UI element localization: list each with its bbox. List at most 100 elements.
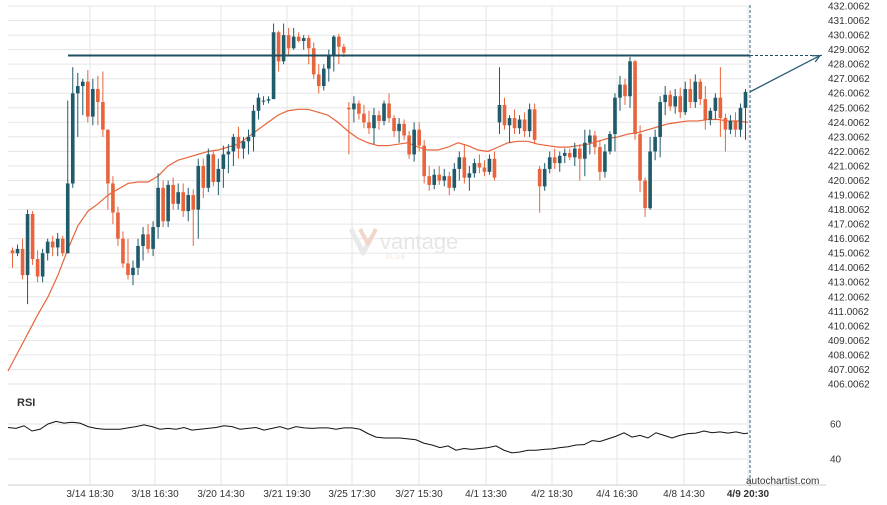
candle: [357, 100, 361, 120]
candle: [492, 151, 497, 181]
date-tick-label: 4/4 16:30: [596, 489, 638, 500]
price-tick-label: 416.0062: [828, 234, 870, 245]
candle-body: [231, 136, 236, 152]
candle: [472, 158, 477, 178]
price-tick-label: 428.0062: [828, 60, 870, 71]
candle: [146, 224, 150, 254]
candle: [537, 166, 542, 213]
candle: [738, 103, 743, 137]
date-tick-label: 4/2 18:30: [531, 489, 573, 500]
candle: [437, 166, 442, 185]
candle: [377, 110, 381, 130]
candle: [452, 163, 457, 191]
candle-body: [497, 104, 502, 123]
candle-body: [332, 36, 336, 56]
candle: [156, 173, 160, 239]
candle: [628, 56, 632, 108]
resistance-level: [68, 5, 822, 486]
candle-body: [658, 102, 662, 137]
rsi-line: [7, 420, 749, 454]
candle: [618, 75, 622, 111]
candle-body: [552, 157, 557, 164]
candle: [532, 103, 537, 145]
candle-body: [151, 227, 155, 249]
candle: [678, 87, 683, 119]
candle: [397, 118, 401, 143]
candle-body: [251, 110, 256, 137]
candle-body: [502, 104, 507, 126]
candle-body: [718, 97, 723, 119]
candle-body: [673, 96, 678, 107]
date-tick-label: 3/18 16:30: [131, 489, 179, 500]
candle-body: [367, 122, 371, 129]
moving-average: [7, 108, 749, 372]
candle-body: [96, 88, 100, 103]
candle-body: [397, 123, 401, 132]
date-tick-label: 3/27 15:30: [395, 489, 443, 500]
candle-body: [261, 100, 266, 102]
date-tick-label: 4/8 14:30: [663, 489, 705, 500]
candle-body: [241, 141, 246, 149]
candle-body: [462, 157, 467, 178]
price-tick-label: 431.0062: [828, 16, 870, 27]
candle-body: [733, 120, 738, 130]
candle: [70, 67, 75, 188]
candle-body: [201, 166, 206, 188]
candle-body: [542, 168, 547, 187]
price-tick-label: 421.0062: [828, 161, 870, 172]
candle-body: [522, 119, 527, 132]
candle: [126, 238, 130, 280]
candle-body: [698, 81, 703, 100]
candle: [141, 227, 145, 261]
candle-body: [50, 241, 55, 248]
candle-body: [392, 118, 396, 132]
candle: [723, 113, 728, 152]
projection-arrow-line: [749, 54, 821, 93]
candle: [733, 112, 738, 137]
candle-body: [723, 118, 728, 130]
candle: [55, 232, 60, 257]
candle: [326, 49, 331, 82]
candle-body: [166, 184, 170, 222]
candle: [673, 88, 678, 114]
candle: [512, 109, 517, 135]
candle-body: [537, 168, 542, 187]
candle-body: [291, 36, 296, 49]
candle-body: [412, 129, 416, 155]
price-tick-label: 411.0062: [828, 307, 869, 318]
candle-body: [668, 94, 672, 107]
candle-body: [583, 142, 587, 159]
candle: [251, 104, 256, 152]
price-tick-label: 426.0062: [828, 89, 870, 100]
candle: [15, 244, 20, 257]
candle-body: [562, 152, 567, 156]
candle: [86, 70, 90, 123]
candle-body: [663, 94, 667, 103]
candle: [291, 27, 296, 50]
candle-body: [432, 174, 437, 185]
candle: [462, 144, 467, 184]
candle: [25, 209, 30, 305]
candle-body: [55, 238, 60, 248]
candle-body: [246, 136, 251, 142]
candle-body: [603, 151, 607, 172]
rsi-panel: RSI: [7, 397, 749, 454]
candle-body: [402, 123, 406, 136]
candle-body: [452, 168, 457, 188]
candle-body: [281, 35, 286, 62]
price-tick-label: 415.0062: [828, 249, 870, 260]
candle: [412, 122, 416, 162]
candle: [703, 86, 708, 130]
candle-body: [141, 234, 145, 246]
candle-body: [487, 158, 492, 172]
candle: [75, 72, 80, 137]
candle-body: [728, 120, 733, 130]
candle: [422, 139, 426, 184]
candle: [256, 93, 261, 120]
candle: [301, 35, 306, 50]
candle-body: [206, 154, 211, 188]
candle: [236, 126, 241, 159]
candle-body: [683, 88, 688, 113]
candle: [121, 231, 125, 268]
candle: [442, 168, 447, 187]
